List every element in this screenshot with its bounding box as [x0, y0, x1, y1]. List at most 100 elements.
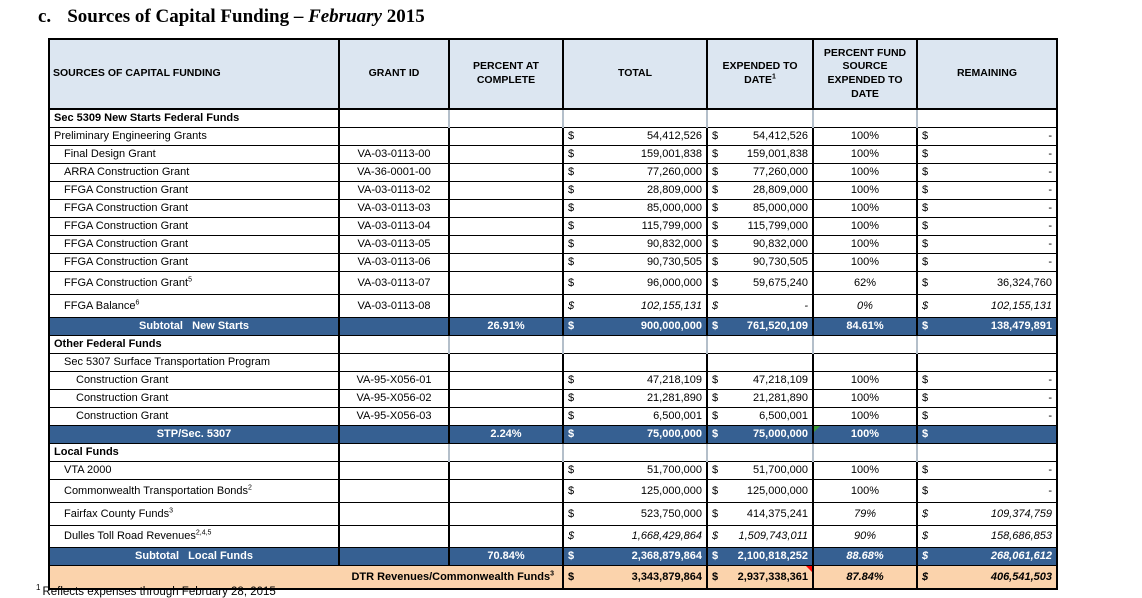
- dollar-sign: $: [922, 410, 929, 422]
- pct-fund-cell: 100%: [812, 180, 918, 200]
- expended-cell: $28,809,000: [706, 180, 814, 200]
- pct-fund-value: 100%: [850, 392, 880, 404]
- title-text: Sources of Capital Funding –: [67, 6, 309, 27]
- expended-cell: $159,001,838: [706, 144, 814, 164]
- pct-complete-cell: [448, 234, 564, 254]
- pct-fund-cell: 88.68%: [812, 546, 918, 566]
- amount-value: 3,343,879,864: [631, 570, 702, 583]
- table-row: Dulles Toll Road Revenues2,4,5 $1,668,429…: [48, 524, 1058, 548]
- grant-id-cell: [338, 126, 450, 146]
- row-label-cell: Construction Grant: [48, 370, 340, 390]
- amount-value: 21,281,890: [646, 392, 702, 404]
- amount-value: -: [1048, 184, 1052, 196]
- total-cell: [562, 442, 708, 462]
- remaining-cell: $ -: [916, 180, 1058, 200]
- row-label-sup: 5: [188, 275, 193, 283]
- pct-complete-cell: [448, 293, 564, 318]
- total-cell: $47,218,109: [562, 370, 708, 390]
- pct-fund-value: 100%: [850, 238, 880, 250]
- pct-complete-cell: [448, 334, 564, 354]
- amount-value: 75,000,000: [646, 428, 702, 440]
- amount-value: 414,375,241: [746, 507, 808, 520]
- table-row: VTA 2000 $51,700,000 $51,700,000 100% $ -: [48, 460, 1058, 480]
- pct-fund-value: 62%: [853, 276, 877, 289]
- row-label: Dulles Toll Road Revenues: [64, 530, 196, 542]
- total-cell: [562, 108, 708, 128]
- row-label-cell: FFGA Balance6: [48, 293, 340, 318]
- total-cell: [562, 352, 708, 372]
- pct-fund-cell: 100%: [812, 424, 918, 444]
- amount-value: 54,412,526: [646, 130, 702, 142]
- table-row: ARRA Construction Grant VA-36-0001-00 $77,…: [48, 162, 1058, 182]
- total-cell: $90,730,505: [562, 252, 708, 272]
- dollar-sign: $: [712, 428, 719, 440]
- expended-cell: $85,000,000: [706, 198, 814, 218]
- remaining-cell: $ -: [916, 216, 1058, 236]
- column-header: REMAINING: [916, 38, 1058, 110]
- row-label-cell: Commonwealth Transportation Bonds2: [48, 478, 340, 503]
- amount-value: 2,100,818,252: [737, 550, 808, 562]
- title-year: 2015: [386, 6, 425, 27]
- dollar-sign: $: [712, 148, 719, 160]
- pct-complete-cell: [448, 252, 564, 272]
- dollar-sign: $: [568, 374, 575, 386]
- column-header: SOURCES OF CAPITAL FUNDING: [48, 38, 340, 110]
- table-row: Construction Grant VA-95-X056-02 $21,281,8…: [48, 388, 1058, 408]
- dollar-sign: $: [922, 570, 929, 583]
- pct-fund-value: 90%: [853, 530, 877, 542]
- pct-fund-cell: 100%: [812, 388, 918, 408]
- pct-fund-value: 100%: [850, 184, 880, 196]
- pct-fund-cell: 100%: [812, 234, 918, 254]
- dollar-sign: $: [568, 148, 575, 160]
- total-cell: $3,343,879,864: [562, 564, 708, 590]
- amount-value: 59,675,240: [752, 276, 808, 289]
- pct-complete-cell: [448, 144, 564, 164]
- amount-value: 6,500,001: [653, 410, 702, 422]
- pct-fund-cell: 100%: [812, 460, 918, 480]
- row-label-cell: Subtotal Local Funds: [48, 546, 340, 566]
- row-label-cell: Local Funds: [48, 442, 340, 462]
- dollar-sign: $: [712, 392, 719, 404]
- pct-complete-cell: [448, 370, 564, 390]
- amount-value: -: [1048, 166, 1052, 178]
- amount-value: 115,799,000: [747, 220, 808, 232]
- amount-value: 761,520,109: [746, 320, 808, 332]
- pct-fund-value: 100%: [850, 148, 880, 160]
- dollar-sign: $: [922, 256, 929, 268]
- dollar-sign: $: [568, 570, 575, 583]
- pct-complete-cell: [448, 352, 564, 372]
- grant-id-cell: VA-03-0113-02: [338, 180, 450, 200]
- total-cell: [562, 334, 708, 354]
- dollar-sign: $: [922, 550, 929, 562]
- expended-cell: $21,281,890: [706, 388, 814, 408]
- remaining-cell: $ -: [916, 370, 1058, 390]
- amount-value: 28,809,000: [646, 184, 702, 196]
- remaining-cell: $ -: [916, 144, 1058, 164]
- expended-cell: $115,799,000: [706, 216, 814, 236]
- row-label: FFGA Construction Grant: [64, 184, 189, 196]
- total-cell: $115,799,000: [562, 216, 708, 236]
- dollar-sign: $: [568, 184, 575, 196]
- table-row: STP/Sec. 5307 2.24% $75,000,000 $75,000,000…: [48, 424, 1058, 444]
- remaining-cell: $ -: [916, 198, 1058, 218]
- dollar-sign: $: [712, 484, 719, 497]
- grant-id-cell: VA-03-0113-08: [338, 293, 450, 318]
- remaining-cell: $406,541,503: [916, 564, 1058, 590]
- table-row: Preliminary Engineering Grants $54,412,52…: [48, 126, 1058, 146]
- dollar-sign: $: [922, 166, 929, 178]
- dollar-sign: $: [568, 220, 575, 232]
- amount-value: 96,000,000: [646, 276, 702, 289]
- amount-value: 28,809,000: [752, 184, 808, 196]
- dollar-sign: $: [568, 256, 575, 268]
- table-row: Final Design Grant VA-03-0113-00 $159,001,…: [48, 144, 1058, 164]
- dollar-sign: $: [922, 184, 929, 196]
- amount-value: 102,155,131: [640, 299, 702, 312]
- column-header-label: PERCENT FUND SOURCE EXPENDED TO DATE: [823, 46, 907, 100]
- row-label-cell: Sec 5307 Surface Transportation Program: [48, 352, 340, 372]
- row-label-cell: Dulles Toll Road Revenues2,4,5: [48, 524, 340, 548]
- row-label-cell: Preliminary Engineering Grants: [48, 126, 340, 146]
- amount-value: 77,260,000: [752, 166, 808, 178]
- expended-cell: $125,000,000: [706, 478, 814, 503]
- amount-value: 85,000,000: [646, 202, 702, 214]
- remaining-cell: $ -: [916, 234, 1058, 254]
